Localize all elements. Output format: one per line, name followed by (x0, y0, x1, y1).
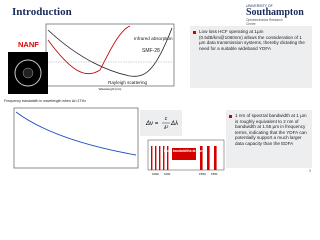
formula-rhs: Δλ (170, 121, 178, 127)
bandwidth-curve (15, 111, 137, 156)
page-number: 3 (309, 168, 312, 173)
plot-title: Frequency bandwidth in wavelength when Δ… (4, 99, 86, 103)
fiber-ring (14, 59, 42, 87)
bullet-box: 1 nm of spectral bandwidth at 1 µm is ro… (226, 110, 312, 168)
x-tick-label: 1551 (211, 172, 218, 176)
slide: Introduction UNIVERSITY OF Southampton O… (4, 4, 314, 176)
bar-note: More bandwidths at 1 µm (164, 149, 205, 153)
nanf-curve (47, 25, 131, 75)
bars (151, 146, 217, 170)
logo-line: Optoelectronics Research Centre (246, 18, 283, 26)
logo-name: Southampton (246, 7, 304, 18)
logo-line: UNIVERSITY OF (246, 4, 273, 8)
bullet-text: Low loss HCF operating at 1µm (0.5dB/km@… (199, 29, 305, 51)
slide-title: Introduction (12, 6, 72, 18)
formula-numerator: c (165, 116, 168, 122)
fiber-label: NANF (18, 40, 39, 49)
bullet-box: Low loss HCF operating at 1µm (0.5dB/km@… (190, 26, 312, 88)
fiber-core (22, 67, 34, 79)
bandwidth-plot-frame (13, 107, 139, 169)
formula-denominator: λ² (163, 125, 168, 131)
smf-curve (47, 27, 173, 77)
formula-lhs: Δν = (145, 121, 159, 127)
annotation: Infrared absorption (134, 36, 173, 41)
logo: UNIVERSITY OF Southampton Optoelectronic… (246, 4, 314, 26)
annotation: SMF-28 (142, 48, 160, 54)
note-box (172, 148, 196, 160)
x-tick-label: 1061 (164, 172, 171, 176)
bullet-text: 1 nm of spectral bandwidth at 1 µm is ro… (235, 113, 307, 146)
x-tick-label: 1060 (152, 172, 159, 176)
x-axis-label: Wavelength (nm) (99, 87, 122, 91)
formula-box (140, 110, 182, 136)
x-tick-label: 1550 (199, 172, 206, 176)
figures: Wavelength (nm) SMF-28 Infrared absorpti… (4, 23, 312, 176)
annotation: Rayleigh scattering (108, 80, 148, 85)
loss-plot-frame (45, 23, 175, 87)
